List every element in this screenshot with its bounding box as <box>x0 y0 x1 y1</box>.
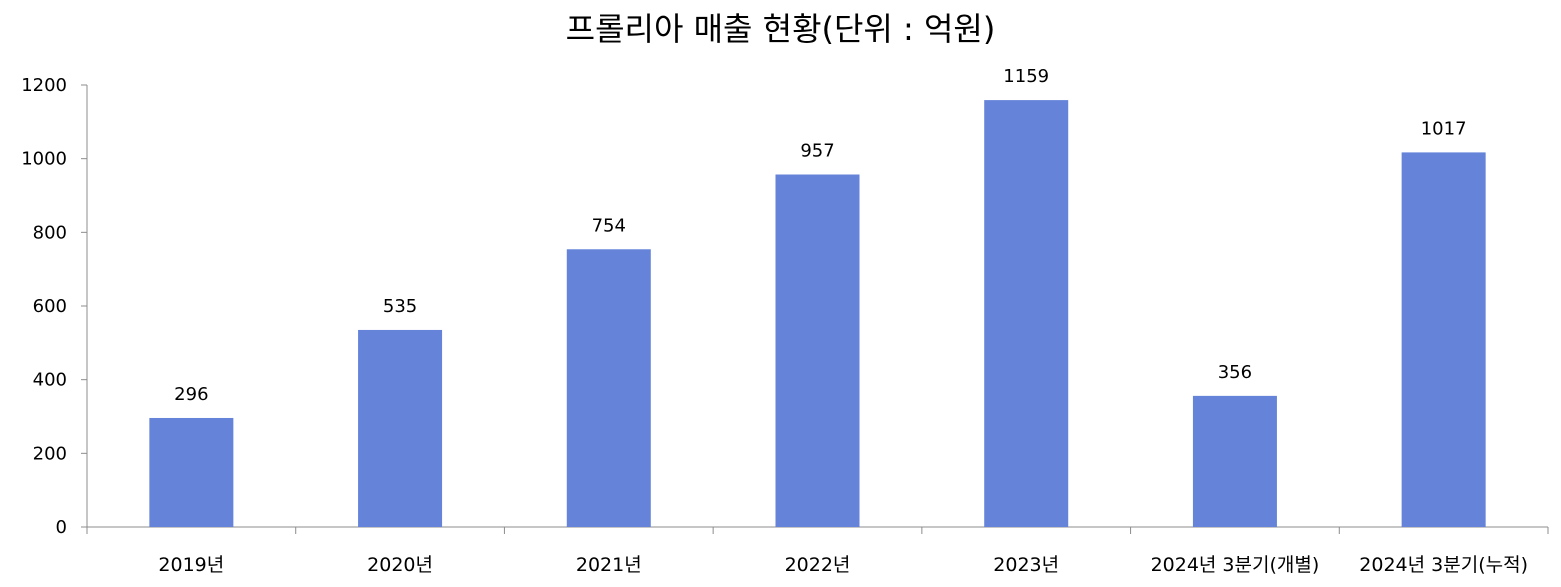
x-category-label: 2024년 3분기(개별) <box>1151 554 1320 576</box>
x-category-label: 2024년 3분기(누적) <box>1359 554 1528 576</box>
x-category-label: 2021년 <box>576 554 642 576</box>
x-category-label: 2022년 <box>785 554 851 576</box>
y-tick-label: 0 <box>56 517 67 538</box>
bar <box>1401 152 1486 527</box>
x-category-label: 2023년 <box>993 554 1059 576</box>
bar <box>775 174 860 527</box>
bar <box>984 100 1069 527</box>
y-tick-label: 400 <box>33 370 67 391</box>
data-label: 754 <box>592 215 626 236</box>
data-label: 957 <box>800 141 834 162</box>
data-label: 296 <box>174 384 208 405</box>
bar <box>149 417 234 527</box>
labels: 0 200 400 600 800 1000 1200 296 2019년 535 2020년 754… <box>21 66 1528 576</box>
bars <box>149 100 1486 527</box>
data-label: 356 <box>1218 362 1252 383</box>
x-category-label: 2020년 <box>367 554 433 576</box>
bar <box>358 329 443 527</box>
bar <box>1192 395 1277 527</box>
bar <box>566 249 651 527</box>
x-category-label: 2019년 <box>158 554 224 576</box>
chart-title: 프롤리아 매출 현황(단위 : 억원) <box>565 10 996 48</box>
y-tick-label: 800 <box>33 222 67 243</box>
y-tick-label: 1000 <box>21 149 67 170</box>
data-label: 1017 <box>1421 118 1467 139</box>
y-tick-label: 1200 <box>21 75 67 96</box>
data-label: 535 <box>383 296 417 317</box>
y-tick-label: 200 <box>33 443 67 464</box>
data-label: 1159 <box>1003 66 1049 87</box>
y-tick-label: 600 <box>33 296 67 317</box>
